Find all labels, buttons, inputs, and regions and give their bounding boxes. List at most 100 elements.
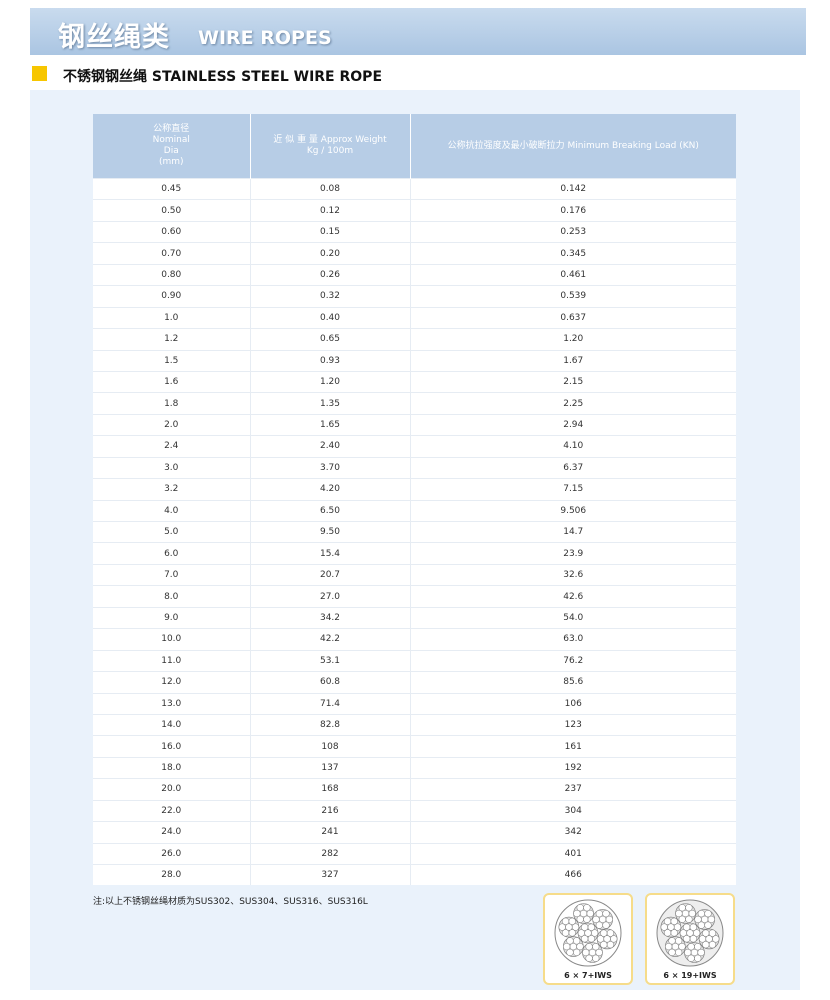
- table-cell: 0.90: [93, 285, 251, 308]
- rope-image: 6 × 19+IWS: [645, 893, 735, 985]
- icon-shape: [683, 923, 691, 931]
- table-cell: 0.539: [410, 285, 736, 308]
- table-cell: 76.2: [410, 649, 736, 672]
- header-line: (mm): [158, 157, 184, 167]
- icon-shape: [587, 923, 595, 931]
- section-title: 不锈钢钢丝绳 STAINLESS STEEL WIRE ROPE: [63, 69, 383, 85]
- icon-shape: [600, 929, 608, 937]
- rope-image: 6 × 7+IWS: [543, 893, 633, 985]
- table-cell: 20.0: [93, 778, 251, 801]
- table-cell: 2.15: [410, 370, 736, 393]
- table-cell: 6.50: [250, 499, 411, 522]
- icon-shape: [576, 943, 584, 951]
- icon-shape: [583, 915, 591, 923]
- icon-shape: [678, 943, 686, 951]
- table-cell: 0.20: [250, 242, 411, 265]
- icon-shape: [685, 904, 693, 912]
- icon-shape: [602, 921, 610, 929]
- icon-shape: [675, 948, 683, 956]
- icon-shape: [678, 915, 686, 923]
- icon-shape: [694, 915, 702, 923]
- icon-shape: [587, 935, 595, 943]
- icon-shape: [571, 923, 580, 931]
- icon-shape: [583, 904, 591, 912]
- table-cell: 0.32: [250, 285, 411, 308]
- table-cell: 3.2: [93, 478, 251, 501]
- title-en: WIRE ROPES: [198, 27, 332, 49]
- header-line: 公称抗拉强度及最小破断拉力 Minimum Breaking Load (KN): [447, 140, 699, 151]
- icon-shape: [697, 921, 705, 929]
- icon-shape: [675, 909, 683, 918]
- icon-shape: [561, 917, 570, 925]
- table-cell: 63.0: [410, 628, 736, 651]
- table-cell: 304: [410, 799, 736, 822]
- table-cell: 2.40: [250, 435, 411, 458]
- icon-shape: [689, 935, 697, 943]
- table-cell: 2.4: [93, 435, 251, 458]
- icon-shape: [591, 929, 599, 937]
- icon-shape: [596, 935, 605, 943]
- table-row: 1.2 0.65 1.20: [93, 328, 736, 350]
- table-cell: 8.0: [93, 585, 251, 608]
- column-header: 公称直径 Nominal Dia (mm): [93, 114, 251, 179]
- table-row: 10.0 42.2 63.0: [93, 628, 736, 651]
- icon-shape: [595, 921, 603, 929]
- table-row: 7.0 20.7 32.6: [93, 563, 736, 586]
- icon-shape: [595, 910, 603, 918]
- table-cell: 108: [250, 735, 411, 758]
- table-row: 1.5 0.93 1.67: [93, 349, 736, 372]
- table-row: 0.90 0.32 0.539: [93, 285, 736, 308]
- icon-shape: [670, 929, 678, 937]
- icon-shape: [581, 935, 589, 943]
- table-cell: 4.10: [410, 435, 736, 458]
- table-cell: 42.2: [250, 628, 411, 651]
- icon-shape: [558, 923, 566, 931]
- table-cell: 3.0: [93, 456, 251, 479]
- table-cell: 6.37: [410, 456, 736, 479]
- header-line: 近 似 重 量 Approx Weight: [273, 135, 387, 145]
- table-row: 5.0 9.50 14.7: [93, 520, 736, 543]
- icon-shape: [665, 943, 673, 951]
- table-cell: 7.0: [93, 563, 251, 586]
- table-cell: 0.15: [250, 220, 411, 243]
- table-cell: 466: [410, 864, 736, 886]
- icon-shape: [592, 915, 600, 923]
- table-row: 1.8 1.35 2.25: [93, 392, 736, 415]
- icon-shape: [606, 941, 615, 949]
- table-cell: 0.461: [410, 263, 736, 286]
- header-line: Nominal: [152, 135, 190, 145]
- table-cell: 1.6: [93, 370, 251, 393]
- header-line: Dia: [163, 146, 179, 156]
- icon-shape: [668, 948, 676, 956]
- icon-shape: [683, 935, 691, 943]
- icon-shape: [568, 929, 576, 937]
- note: 注:以上不锈钢丝绳材质为SUS302、SUS304、SUS316、SUS316L: [93, 897, 368, 907]
- table-cell: 1.0: [93, 306, 251, 329]
- header-row: 公称直径 Nominal Dia (mm) 近 似 重 量 Approx Weight K…: [93, 114, 736, 179]
- icon-shape: [702, 941, 710, 949]
- table-cell: 20.7: [250, 563, 411, 586]
- table-cell: 82.8: [250, 713, 411, 736]
- table-cell: 401: [410, 842, 736, 865]
- icon-shape: [561, 929, 570, 937]
- table-cell: 26.0: [93, 842, 251, 865]
- table-cell: 10.0: [93, 628, 251, 651]
- table-cell: 0.142: [410, 177, 736, 200]
- table-cell: 22.0: [93, 799, 251, 822]
- table-cell: 1.2: [93, 328, 251, 350]
- table-row: 3.0 3.70 6.37: [93, 456, 736, 479]
- table-cell: 32.6: [410, 563, 736, 586]
- table-cell: 161: [410, 735, 736, 758]
- icon-shape: [577, 929, 585, 937]
- table-cell: 241: [250, 821, 411, 844]
- table-cell: 0.345: [410, 242, 736, 265]
- table-cell: 54.0: [410, 606, 736, 629]
- table-cell: 60.8: [250, 671, 411, 693]
- table-row: 9.0 34.2 54.0: [93, 606, 736, 629]
- section-marker: [32, 66, 47, 81]
- icon-shape: [668, 937, 676, 945]
- table-cell: 237: [410, 778, 736, 801]
- column-header: 公称抗拉强度及最小破断拉力 Minimum Breaking Load (KN): [410, 114, 736, 179]
- table-row: 26.0 282 401: [93, 842, 736, 865]
